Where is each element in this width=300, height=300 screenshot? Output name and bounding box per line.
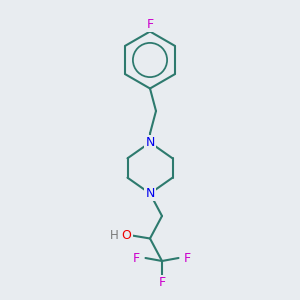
Text: F: F	[146, 17, 154, 31]
Text: N: N	[145, 136, 155, 149]
Text: O: O	[122, 229, 131, 242]
Text: F: F	[158, 275, 166, 289]
Text: N: N	[145, 187, 155, 200]
Text: F: F	[184, 251, 191, 265]
Text: H: H	[110, 229, 118, 242]
Text: F: F	[133, 251, 140, 265]
